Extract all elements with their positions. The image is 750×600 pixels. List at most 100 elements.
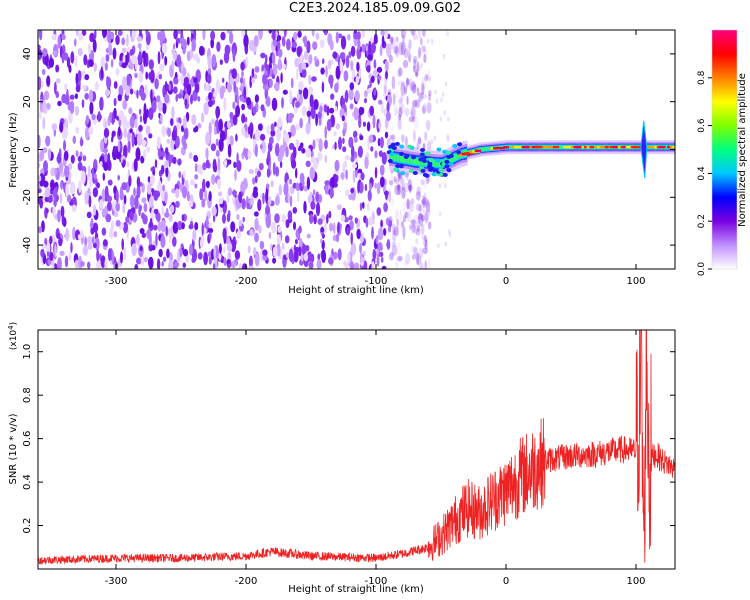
noise-speck xyxy=(149,69,155,84)
noise-speck xyxy=(157,221,162,232)
signal-core xyxy=(464,152,474,155)
signal-band-segment xyxy=(432,159,435,167)
noise-speck xyxy=(320,227,325,233)
noise-speck xyxy=(395,36,399,42)
noise-speck xyxy=(54,167,58,175)
noise-speck xyxy=(217,157,221,171)
signal-band-segment xyxy=(457,152,460,159)
noise-speck xyxy=(292,207,298,214)
noise-speck xyxy=(410,245,416,253)
noise-speck xyxy=(308,74,312,85)
noise-speck xyxy=(393,226,399,237)
noise-speck xyxy=(357,180,360,194)
noise-speck xyxy=(180,243,184,249)
noise-speck xyxy=(367,54,373,61)
signal-blob xyxy=(456,150,462,155)
noise-speck xyxy=(339,58,343,72)
noise-speck xyxy=(369,178,374,184)
noise-speck xyxy=(140,155,145,164)
noise-speck xyxy=(211,118,215,125)
noise-speck xyxy=(308,54,313,65)
noise-speck xyxy=(220,255,225,264)
noise-speck xyxy=(78,32,83,41)
noise-speck xyxy=(133,158,138,172)
noise-speck xyxy=(342,146,347,153)
noise-speck xyxy=(368,40,372,55)
noise-speck xyxy=(305,245,310,252)
noise-speck xyxy=(51,123,57,131)
noise-speck xyxy=(410,219,416,225)
noise-speck xyxy=(381,265,387,269)
noise-speck xyxy=(198,45,205,56)
noise-speck xyxy=(281,242,285,250)
noise-speck xyxy=(208,222,213,229)
noise-speck xyxy=(140,92,146,101)
noise-speck xyxy=(88,126,94,135)
noise-speck xyxy=(386,239,391,250)
noise-speck xyxy=(148,196,154,208)
noise-speck xyxy=(249,75,252,89)
signal-core xyxy=(633,145,644,149)
signal-blob xyxy=(391,146,397,150)
noise-speck xyxy=(274,81,280,92)
noise-speck xyxy=(161,125,167,137)
noise-speck xyxy=(182,46,186,55)
noise-speck xyxy=(315,32,320,40)
noise-speck xyxy=(157,100,163,112)
noise-speck xyxy=(162,256,167,262)
noise-speck xyxy=(243,147,247,157)
noise-speck xyxy=(385,43,392,58)
noise-speck xyxy=(388,173,394,187)
noise-speck xyxy=(358,116,362,129)
noise-speck xyxy=(126,120,130,129)
noise-speck xyxy=(418,47,421,59)
noise-speck xyxy=(421,199,426,205)
noise-speck xyxy=(287,210,292,221)
noise-speck xyxy=(283,30,287,38)
noise-speck xyxy=(183,142,188,150)
noise-speck xyxy=(102,239,108,247)
noise-speck xyxy=(312,139,316,150)
signal-blob xyxy=(400,171,406,176)
y-tick-label: -40 xyxy=(22,237,33,253)
signal-core xyxy=(656,145,661,149)
noise-speck xyxy=(136,133,143,146)
noise-speck xyxy=(324,182,328,195)
noise-speck xyxy=(197,122,202,129)
signal-blob xyxy=(457,142,463,147)
noise-speck xyxy=(189,243,193,256)
signal-blob xyxy=(438,168,444,173)
noise-speck xyxy=(207,227,214,234)
noise-speck xyxy=(354,217,358,224)
signal-band-segment xyxy=(415,158,418,165)
signal-band-segment xyxy=(485,147,488,151)
noise-speck xyxy=(305,160,311,167)
noise-speck xyxy=(405,252,410,265)
noise-speck xyxy=(91,113,96,121)
noise-speck xyxy=(172,86,178,94)
noise-speck xyxy=(371,226,374,240)
noise-speck xyxy=(316,137,319,143)
noise-speck xyxy=(56,233,61,240)
noise-speck xyxy=(218,138,224,152)
noise-speck xyxy=(334,159,340,172)
signal-blob xyxy=(399,151,404,156)
noise-speck xyxy=(197,163,203,174)
noise-speck xyxy=(46,251,50,257)
noise-speck xyxy=(250,129,253,139)
noise-speck xyxy=(232,114,238,126)
signal-blob xyxy=(446,151,452,156)
signal-core xyxy=(604,145,609,149)
noise-speck xyxy=(267,150,271,164)
noise-speck xyxy=(223,51,230,64)
noise-speck xyxy=(108,42,112,56)
signal-blob xyxy=(427,164,432,169)
noise-speck xyxy=(289,195,293,207)
signal-band-segment xyxy=(449,156,452,163)
noise-speck xyxy=(177,248,180,263)
noise-speck xyxy=(149,217,153,227)
signal-band-segment xyxy=(448,157,451,164)
noise-speck xyxy=(115,189,119,203)
noise-speck xyxy=(364,156,369,170)
noise-speck xyxy=(372,69,378,79)
